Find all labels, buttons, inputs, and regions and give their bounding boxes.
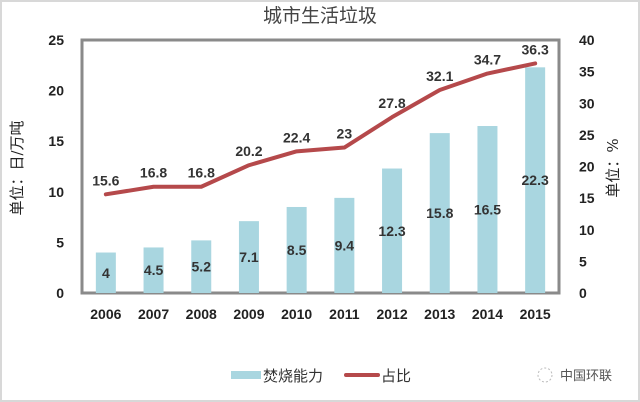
bar [95,252,116,293]
right-tick-label: 0 [579,285,587,301]
x-tick-label: 2012 [376,306,407,322]
x-tick-label: 2011 [329,306,360,322]
x-tick-label: 2009 [233,306,264,322]
x-tick-label: 2010 [281,306,312,322]
line-data-label: 16.8 [140,165,167,181]
x-tick-label: 2013 [424,306,455,322]
x-tick-label: 2006 [90,306,121,322]
bar [382,168,403,293]
bar [143,247,164,293]
right-axis-label: 单位：% [604,138,622,197]
line-data-label: 32.1 [426,68,453,84]
bar-data-label: 7.1 [239,249,259,265]
bar [429,133,450,293]
legend-swatch-bar [231,371,261,379]
right-tick-label: 20 [579,159,595,175]
watermark-logo-icon [537,367,553,383]
left-tick-label: 10 [48,184,64,200]
right-tick-label: 30 [579,95,595,111]
watermark: 中国环联 [537,367,612,384]
chart-title: 城市生活垃圾 [263,5,377,27]
left-tick-label: 0 [56,285,64,301]
plot-area-border [80,38,561,295]
legend-label-bar: 焚烧能力 [263,367,323,385]
line-data-label: 23 [337,126,353,142]
right-tick-label: 15 [579,190,595,206]
right-tick-label: 40 [579,32,595,48]
x-tick-label: 2007 [138,306,169,322]
bar [525,67,546,293]
bar-data-label: 5.2 [192,259,212,275]
right-tick-label: 35 [579,64,595,80]
line-data-label: 16.8 [188,165,215,181]
right-tick-label: 10 [579,222,595,238]
bar-data-label: 9.4 [335,237,355,253]
bar [477,126,498,294]
bar-data-label: 8.5 [287,242,307,258]
line-series [103,61,538,197]
x-tick-label: 2014 [472,306,503,322]
bar-data-label: 15.8 [426,205,453,221]
watermark-text: 中国环联 [560,369,612,384]
bar [286,206,307,293]
left-axis-label: 单位：日/万吨 [8,120,26,215]
bar-data-label: 22.3 [522,172,549,188]
x-tick-label: 2015 [520,306,551,322]
left-tick-label: 5 [56,234,64,250]
bar [334,197,355,293]
right-tick-label: 5 [579,253,587,269]
left-tick-label: 20 [48,83,64,99]
bar [191,240,212,293]
bar-data-label: 16.5 [474,202,501,218]
line-data-label: 20.2 [235,143,262,159]
right-tick-label: 25 [579,127,595,143]
bar-data-label: 4.5 [144,262,164,278]
line-data-label: 15.6 [92,172,119,188]
bar [238,221,259,293]
line-data-label: 34.7 [474,52,501,68]
legend-label-line: 占比 [381,367,411,385]
line-data-label: 27.8 [378,95,405,111]
legend: 焚烧能力 占比 [231,367,411,385]
line-data-label: 22.4 [283,129,310,145]
x-tick-label: 2008 [186,306,217,322]
line-data-label: 36.3 [522,41,549,57]
bar-data-label: 4 [102,265,110,281]
left-tick-label: 15 [48,133,64,149]
left-tick-label: 25 [48,32,64,48]
bar-data-label: 12.3 [378,223,405,239]
